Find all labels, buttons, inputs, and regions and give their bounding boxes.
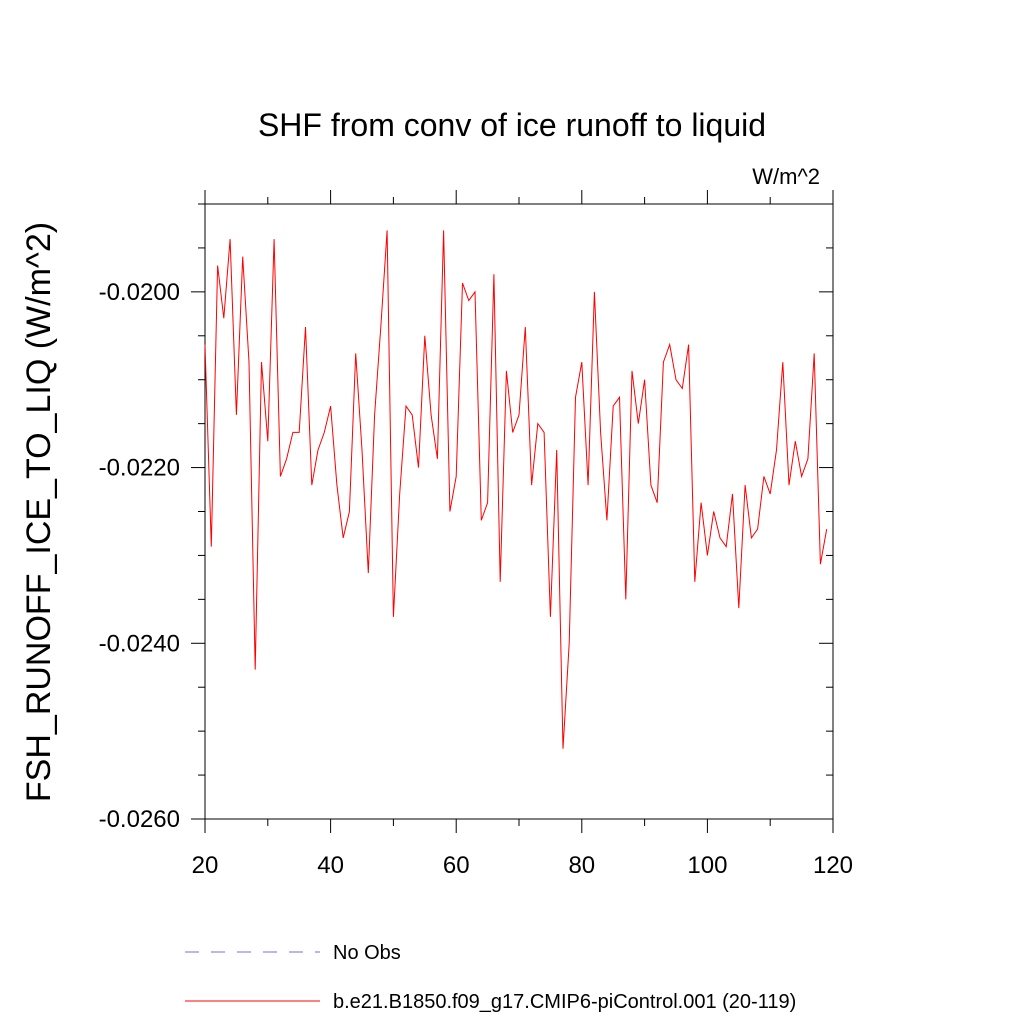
y-tick-label: -0.0240	[99, 630, 180, 657]
y-axis-label: FSH_RUNOFF_ICE_TO_LIQ (W/m^2)	[20, 222, 58, 802]
legend: No Obs b.e21.B1850.f09_g17.CMIP6-piContr…	[185, 942, 796, 1013]
x-tick-label: 100	[687, 852, 727, 879]
legend-label-no-obs: No Obs	[333, 942, 401, 964]
chart-title: SHF from conv of ice runoff to liquid	[258, 107, 766, 143]
x-tick-label: 20	[192, 852, 219, 879]
x-tick-label: 120	[813, 852, 853, 879]
x-tick-label: 60	[443, 852, 470, 879]
x-tick-label: 80	[568, 852, 595, 879]
y-tick-label: -0.0200	[99, 279, 180, 306]
plot-area: 20 40 60 80 100 120 -0.0200 -0.0220 -0.0240 -0.02…	[99, 190, 853, 879]
x-tick-label: 40	[317, 852, 344, 879]
legend-label-picontrol: b.e21.B1850.f09_g17.CMIP6-piControl.001 …	[333, 991, 796, 1013]
y-tick-label: -0.0260	[99, 806, 180, 833]
y-tick-label: -0.0220	[99, 455, 180, 482]
units-label: W/m^2	[752, 164, 820, 189]
plot-frame	[204, 203, 834, 820]
series-line-1	[204, 230, 828, 749]
